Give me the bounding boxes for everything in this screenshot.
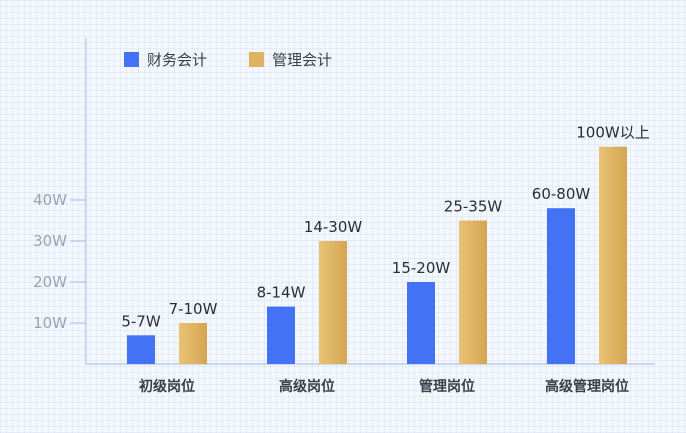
y-tick-label: 20W — [33, 273, 67, 291]
y-tick-label: 30W — [33, 232, 67, 250]
data-label: 25-35W — [444, 198, 503, 216]
legend: 财务会计 管理会计 — [124, 51, 332, 69]
legend-swatch-management — [249, 52, 264, 67]
legend-swatch-financial — [124, 52, 139, 67]
bar-management-0 — [179, 323, 207, 364]
data-label: 15-20W — [392, 259, 451, 277]
data-label: 7-10W — [169, 300, 218, 318]
bars: 5-7W 7-10W 8-14W 14-30W 15-20W 25-35W 60-80W 10… — [121, 124, 650, 364]
data-label: 5-7W — [121, 312, 160, 330]
legend-label-financial: 财务会计 — [147, 51, 207, 69]
y-tick-label: 40W — [33, 191, 67, 209]
bar-financial-3 — [547, 208, 575, 364]
y-ticks: 10W 20W 30W 40W — [33, 191, 86, 332]
category-labels: 初级岗位 高级岗位 管理岗位 高级管理岗位 — [139, 378, 629, 395]
data-label: 60-80W — [532, 185, 591, 203]
data-label: 14-30W — [304, 218, 363, 236]
category-label: 初级岗位 — [139, 378, 195, 395]
category-label: 高级管理岗位 — [545, 378, 629, 395]
category-label: 高级岗位 — [279, 378, 335, 395]
data-label: 8-14W — [257, 284, 306, 302]
category-label: 管理岗位 — [419, 378, 475, 395]
y-tick-label: 10W — [33, 314, 67, 332]
bar-management-1 — [319, 241, 347, 364]
bar-management-3 — [599, 146, 627, 364]
bar-financial-2 — [407, 282, 435, 364]
bar-financial-1 — [267, 306, 295, 364]
data-label: 100W以上 — [576, 124, 649, 142]
legend-label-management: 管理会计 — [272, 51, 332, 69]
bar-financial-0 — [127, 335, 155, 364]
bar-management-2 — [459, 220, 487, 364]
